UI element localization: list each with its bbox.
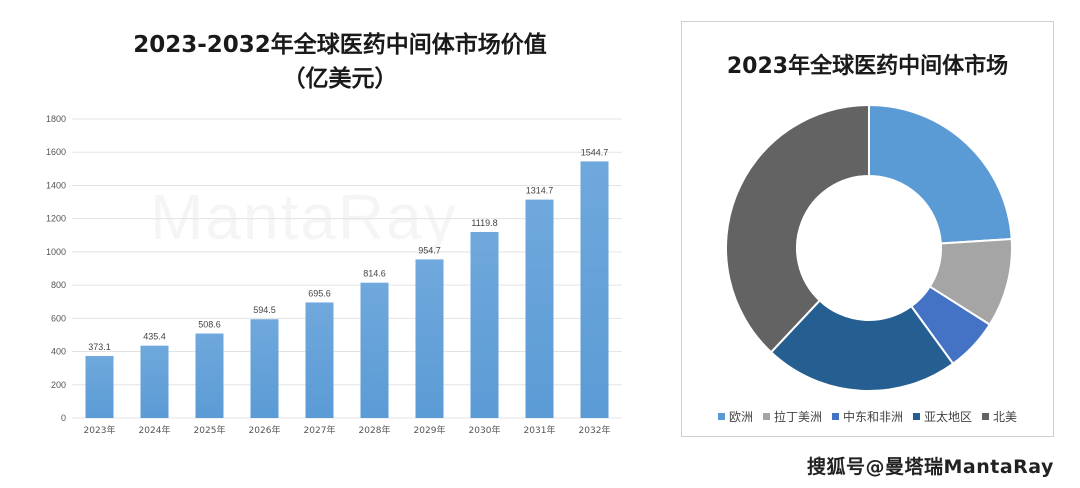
x-tick-label: 2028年 <box>359 424 391 436</box>
y-tick-label: 400 <box>51 347 66 357</box>
legend-label: 欧洲 <box>728 410 753 424</box>
donut-slice <box>725 103 870 354</box>
legend-label: 拉丁美洲 <box>773 410 822 424</box>
y-tick-label: 200 <box>51 380 66 390</box>
donut-slice <box>769 299 955 392</box>
legend-item: 北美 <box>982 408 1017 425</box>
y-tick-label: 600 <box>51 313 66 323</box>
x-tick-label: 2030年 <box>469 424 501 436</box>
x-tick-label: 2026年 <box>249 424 281 436</box>
legend-swatch <box>762 413 770 420</box>
source-watermark: 搜狐号@曼塔瑞MantaRay <box>807 456 1054 478</box>
bar-chart: 0 200 400 600 800 1000 1200 1400 1600 1800 373.1 20… <box>46 114 622 436</box>
x-tick-label: 2032年 <box>579 424 611 436</box>
bar <box>525 199 554 418</box>
x-tick-label: 2027年 <box>304 424 336 436</box>
donut-chart-title: 2023年全球医药中间体市场 <box>726 54 1009 79</box>
y-tick-label: 800 <box>51 280 66 290</box>
donut-chart-panel: 2023年全球医药中间体市场 欧洲 拉丁美洲 中东和非洲 亚太地区 北美 <box>681 21 1054 437</box>
x-tick-label: 2025年 <box>194 424 226 436</box>
bar-value-label: 1544.7 <box>581 147 609 157</box>
legend-label: 中东和非洲 <box>842 410 903 424</box>
legend-label: 北美 <box>993 410 1018 424</box>
y-tick-label: 1800 <box>46 114 66 124</box>
legend-item: 中东和非洲 <box>831 408 903 425</box>
donut-slice <box>868 103 1013 245</box>
y-tick-label: 1400 <box>46 180 66 190</box>
legend-swatch <box>913 413 920 420</box>
bar <box>360 282 389 418</box>
bar <box>250 319 279 418</box>
bar-chart-title-main: 2023-2032年全球医药中间体市场价值 <box>133 32 547 58</box>
bar <box>140 345 169 418</box>
donut-chart <box>725 103 1013 392</box>
y-tick-label: 1000 <box>46 247 66 257</box>
bar <box>85 356 114 418</box>
y-tick-label: 0 <box>61 413 66 423</box>
legend-label: 亚太地区 <box>924 410 973 424</box>
bar <box>415 259 444 418</box>
bar-value-label: 1119.8 <box>471 218 497 228</box>
bar-value-label: 373.1 <box>88 342 111 352</box>
bar <box>470 231 499 418</box>
legend-item: 拉丁美洲 <box>762 408 822 425</box>
bar-chart-title: 2023-2032年全球医药中间体市场价值 （亿美元） <box>60 28 620 96</box>
bar <box>580 161 609 418</box>
bar-chart-subtitle: （亿美元） <box>282 66 398 92</box>
x-tick-label: 2023年 <box>84 424 116 436</box>
bar-value-label: 695.6 <box>308 288 331 298</box>
y-tick-label: 1200 <box>46 214 66 224</box>
bar <box>195 333 224 418</box>
bar-value-label: 1314.7 <box>526 186 554 196</box>
donut-legend: 欧洲 拉丁美洲 中东和非洲 亚太地区 北美 <box>682 408 1053 425</box>
x-tick-label: 2029年 <box>414 424 446 436</box>
legend-item: 欧洲 <box>717 408 753 425</box>
legend-swatch <box>982 413 990 420</box>
bar-value-label: 814.6 <box>363 269 386 279</box>
bar-value-label: 954.7 <box>418 245 441 255</box>
bar-value-label: 435.4 <box>143 332 166 342</box>
x-tick-label: 2031年 <box>524 424 556 436</box>
bar-value-label: 508.6 <box>198 320 221 330</box>
x-tick-label: 2024年 <box>139 424 171 436</box>
bar-chart-panel: MantaRay 2023-2032年全球医药中间体市场价值 （亿美元） 020… <box>46 28 622 436</box>
bar <box>305 302 334 418</box>
bar-value-label: 594.5 <box>253 305 276 315</box>
legend-swatch <box>717 413 725 420</box>
legend-swatch <box>831 413 839 420</box>
y-tick-label: 1600 <box>46 147 66 157</box>
legend-item: 亚太地区 <box>913 408 972 425</box>
